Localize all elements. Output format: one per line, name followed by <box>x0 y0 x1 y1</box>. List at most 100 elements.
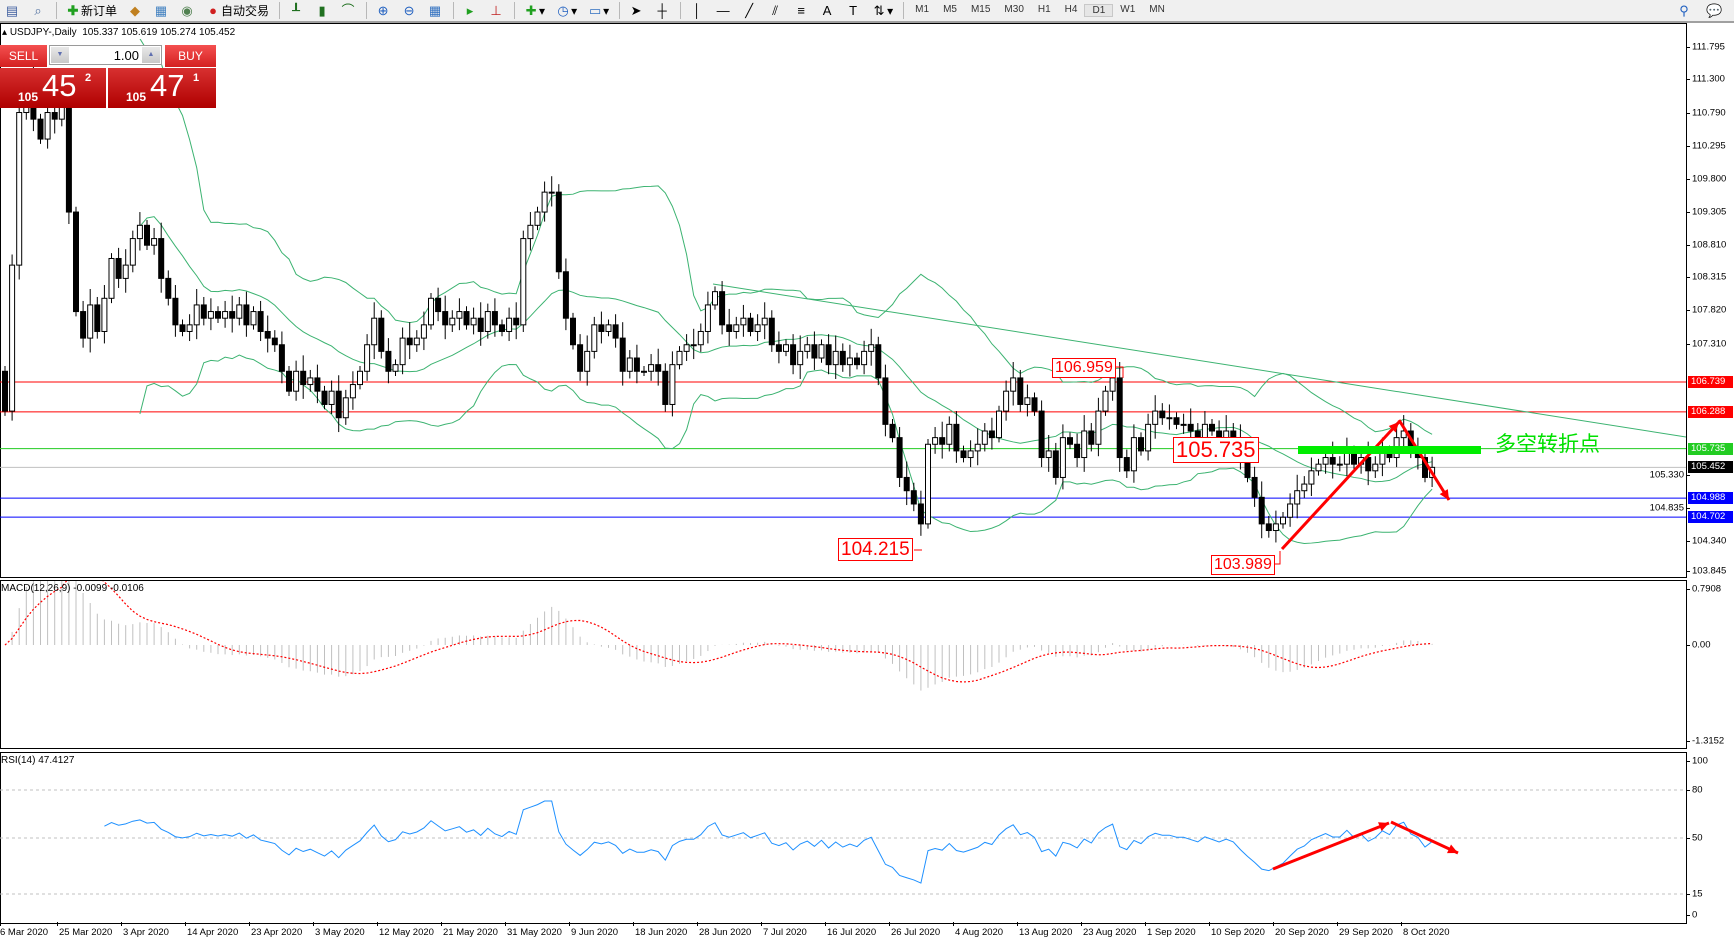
new-order-button[interactable]: ✚ 新订单 <box>61 1 121 20</box>
candle <box>1251 466 1258 507</box>
bear-candle-body <box>577 344 584 372</box>
bull-candle-body <box>534 211 541 226</box>
candle <box>960 445 967 463</box>
candle <box>825 334 832 375</box>
candlestick-button[interactable]: ▮ <box>310 1 334 20</box>
date-axis-label: 14 Apr 2020 <box>187 927 239 938</box>
lot-increase-button[interactable]: ▲ <box>142 47 160 63</box>
date-tick <box>953 922 954 926</box>
bull-candle-body <box>932 437 939 445</box>
timeframe-bar: M1 M5 M15 M30 H1 H4 D1 W1 MN <box>908 4 1172 17</box>
bull-candle-body <box>129 238 136 266</box>
main-chart-pane[interactable] <box>0 23 1687 578</box>
navigator-button[interactable]: ▦ <box>149 1 173 20</box>
timeframe-d1[interactable]: D1 <box>1084 4 1114 17</box>
signals-button[interactable]: ◉ <box>175 1 199 20</box>
trendline-button[interactable]: ╱ <box>737 1 761 20</box>
tile-windows-button[interactable]: ▦ <box>423 1 447 20</box>
candle <box>712 286 718 310</box>
timeframe-mn[interactable]: MN <box>1149 4 1165 15</box>
timeframe-h4[interactable]: H4 <box>1064 4 1078 15</box>
bar-chart-button[interactable]: ┸ <box>284 1 308 20</box>
indicators-button[interactable]: ✚ ▾ <box>519 1 549 20</box>
toolbar-separator <box>903 2 905 19</box>
text-label-button[interactable]: T <box>841 1 865 20</box>
candle <box>1301 476 1308 498</box>
candle <box>286 365 292 396</box>
candle <box>662 363 669 412</box>
cursor-button[interactable]: ➤ <box>624 1 648 20</box>
candle <box>1052 442 1059 485</box>
high-price-label: 106.959 <box>1052 358 1116 378</box>
vertical-line-button[interactable]: │ <box>685 1 709 20</box>
timeframe-m15[interactable]: M15 <box>970 4 991 15</box>
lot-decrease-button[interactable]: ▼ <box>51 47 69 63</box>
bull-candle-body <box>392 364 399 372</box>
bear-candle-body <box>570 317 576 346</box>
price-chart[interactable] <box>0 24 1686 577</box>
lot-size-input[interactable]: 1.00 <box>113 48 139 63</box>
date-tick <box>1401 922 1402 926</box>
periods-button[interactable]: ◷ ▾ <box>551 1 581 20</box>
bear-candle-body <box>562 271 569 319</box>
date-axis-label: 8 Oct 2020 <box>1403 927 1450 938</box>
equidistant-channel-button[interactable]: ⫽ <box>763 1 787 20</box>
candle <box>683 334 690 361</box>
buy-button[interactable]: BUY <box>165 45 216 67</box>
line-chart-button[interactable]: ⌒ <box>336 1 360 20</box>
arrows-button[interactable]: ⇅ ▾ <box>867 1 897 20</box>
trendline-icon: ╱ <box>745 2 754 18</box>
metaeditor-icon: ◆ <box>130 2 141 18</box>
timeframe-m30[interactable]: M30 <box>1004 4 1024 15</box>
bear-candle-body <box>939 437 946 445</box>
autoscroll-button[interactable]: ▸ <box>458 1 482 20</box>
bull-candle-body <box>1003 390 1010 412</box>
bull-candle-body <box>420 324 427 339</box>
candle <box>846 344 853 377</box>
timeframe-m5[interactable]: M5 <box>943 4 957 15</box>
sell-button[interactable]: SELL <box>0 45 47 67</box>
crosshair-button[interactable]: ┼ <box>650 1 674 20</box>
zoom-out-button[interactable]: ⊖ <box>397 1 421 20</box>
sell-price-button[interactable]: 105 45 2 <box>0 68 106 108</box>
rsi-axis-label: 100 <box>1692 755 1708 767</box>
candle <box>1180 413 1187 434</box>
profiles-button[interactable]: ⌕ <box>26 1 50 20</box>
timeframe-m1[interactable]: M1 <box>915 4 930 15</box>
search-icon[interactable]: ⚲ <box>1679 2 1689 18</box>
fibonacci-button[interactable]: ≡ <box>789 1 813 20</box>
candle <box>207 298 214 331</box>
candle <box>974 428 981 466</box>
metaeditor-button[interactable]: ◆ <box>123 1 147 20</box>
date-tick <box>121 922 122 926</box>
templates-button[interactable]: ▭ ▾ <box>588 2 610 18</box>
candle <box>371 302 378 360</box>
auto-trading-button[interactable]: ● 自动交易 <box>201 1 273 20</box>
horizontal-line-button[interactable]: — <box>711 1 735 20</box>
axis-tick <box>1687 277 1690 279</box>
bull-candle-body <box>293 370 300 392</box>
candle <box>243 291 250 337</box>
text-button[interactable]: A <box>815 1 839 20</box>
macd-pane[interactable] <box>0 580 1687 749</box>
candle <box>775 331 782 364</box>
candle <box>9 254 16 421</box>
bull-candle-body <box>761 317 768 326</box>
chat-icon[interactable]: 💬 <box>1706 2 1723 18</box>
bear-candle-body <box>1187 423 1194 432</box>
buy-price-button[interactable]: 105 47 1 <box>108 68 216 108</box>
candle <box>165 270 172 306</box>
timeframe-w1[interactable]: W1 <box>1120 4 1136 15</box>
price-axis-label: 108.810 <box>1692 239 1727 251</box>
lot-size-stepper[interactable]: ▼ 1.00 ▲ <box>49 45 162 65</box>
candle <box>193 289 200 340</box>
new-chart-button[interactable]: ▤ <box>0 1 24 20</box>
macd-axis-label: 0.00 <box>1692 639 1711 651</box>
toolbar-right: ⚲ 💬 <box>1676 3 1734 19</box>
bear-candle-body <box>775 344 782 352</box>
timeframe-h1[interactable]: H1 <box>1037 4 1051 15</box>
toolbar-separator <box>514 2 516 19</box>
zoom-in-button[interactable]: ⊕ <box>371 1 395 20</box>
chart-shift-button[interactable]: ⊥ <box>484 1 508 20</box>
candle <box>222 300 229 328</box>
